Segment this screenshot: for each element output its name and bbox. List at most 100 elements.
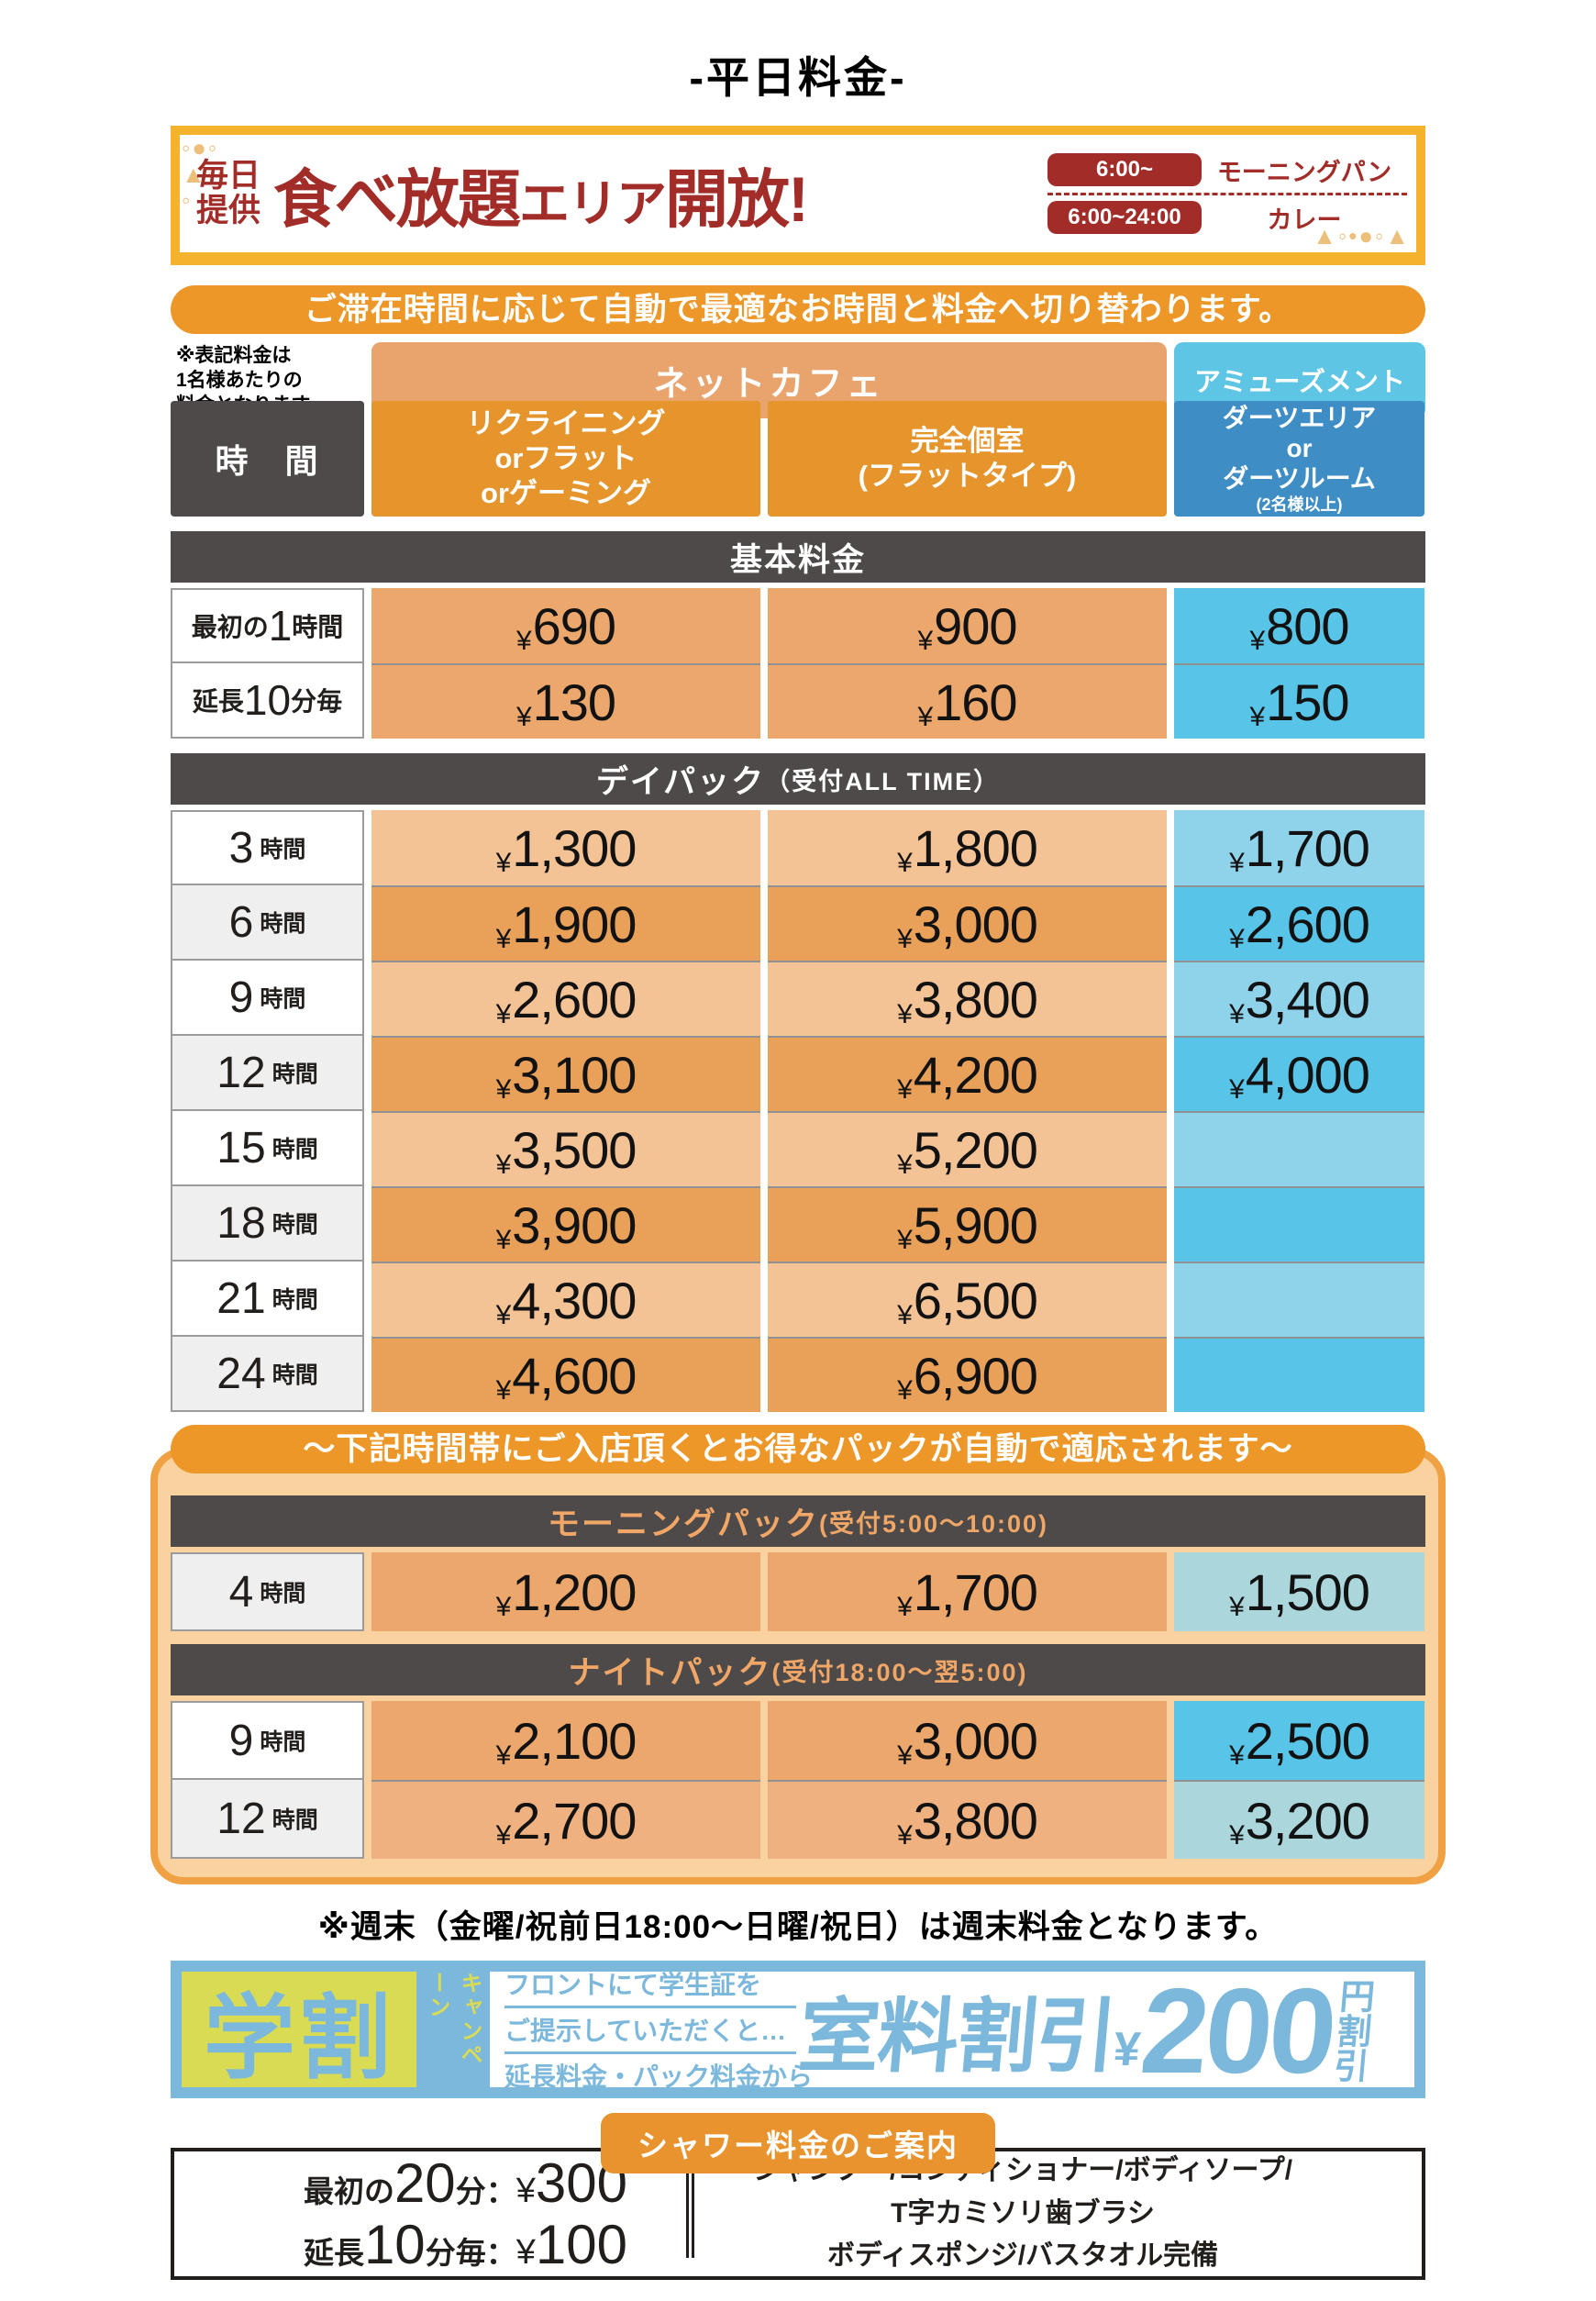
promo-banner: ◦●◦▲◦•◦ ▲◦•●◦▲ 毎日 提供 食べ放題エリア開放! 6:00~ モー… <box>171 126 1425 265</box>
table-row: 15 時間 ¥3,500 ¥5,200 <box>171 1111 1425 1186</box>
price-cell: ¥1,700 <box>768 1552 1167 1631</box>
price-cell: ¥6,500 <box>768 1262 1167 1337</box>
price-cell: ¥4,600 <box>371 1337 760 1412</box>
price-cell: ¥690 <box>371 588 760 663</box>
decorative-pattern-icon: ◦●◦▲◦•◦ <box>182 135 228 215</box>
price-cell: ¥1,300 <box>371 810 760 885</box>
table-column-header: 時 間 リクライニング orフラット orゲーミング 完全個室 (フラットタイプ… <box>171 401 1425 517</box>
price-cell: ¥2,700 <box>371 1780 760 1859</box>
table-row: 4 時間 ¥1,200 ¥1,700 ¥1,500 <box>171 1552 1425 1631</box>
row-label: 9 時間 <box>171 961 364 1036</box>
price-cell-empty <box>1174 1186 1424 1262</box>
row-label: 3 時間 <box>171 810 364 885</box>
section-bar-basic: 基本料金 <box>171 531 1425 583</box>
price-cell: ¥1,800 <box>768 810 1167 885</box>
price-cell-empty <box>1174 1111 1424 1186</box>
table-row: 18 時間 ¥3,900 ¥5,900 <box>171 1186 1425 1262</box>
price-cell: ¥3,000 <box>768 885 1167 961</box>
price-cell: ¥2,100 <box>371 1701 760 1780</box>
page-title: -平日料金- <box>689 53 907 102</box>
table-row: 3 時間 ¥1,300 ¥1,800 ¥1,700 <box>171 810 1425 885</box>
row-label: 延長 10 分毎 <box>171 663 364 739</box>
decorative-pattern-icon: ▲◦•●◦▲ <box>1313 222 1411 250</box>
price-cell: ¥3,800 <box>768 1780 1167 1859</box>
promo-schedule-row: 6:00~24:00 カレー <box>1047 195 1407 240</box>
price-cell: ¥2,600 <box>1174 885 1424 961</box>
row-label: 6 時間 <box>171 885 364 961</box>
price-cell: ¥3,000 <box>768 1701 1167 1780</box>
price-cell: ¥3,800 <box>768 961 1167 1036</box>
row-label: 18 時間 <box>171 1186 364 1262</box>
price-cell: ¥3,400 <box>1174 961 1424 1036</box>
column-header-darts: ダーツエリア or ダーツルーム (2名様以上) <box>1174 401 1424 517</box>
price-cell: ¥3,200 <box>1174 1780 1424 1859</box>
table-row: 9 時間 ¥2,600 ¥3,800 ¥3,400 <box>171 961 1425 1036</box>
discount-amount: 室料割引 ¥200 円割引 <box>794 1972 1375 2087</box>
auto-switch-notice: ご滞在時間に応じて自動で最適なお時間と料金へ切り替わります。 <box>171 285 1425 334</box>
price-cell: ¥1,700 <box>1174 810 1424 885</box>
price-cell: ¥1,500 <box>1174 1552 1424 1631</box>
table-row: 最初の 1 時間 ¥690 ¥900 ¥800 <box>171 588 1425 663</box>
shower-prices: 最初の20分：¥300 延長10分毎：¥100 <box>304 2152 627 2275</box>
table-row: 21 時間 ¥4,300 ¥6,500 <box>171 1262 1425 1337</box>
price-cell-empty <box>1174 1262 1424 1337</box>
price-cell: ¥800 <box>1174 588 1424 663</box>
table-row: 12 時間 ¥3,100 ¥4,200 ¥4,000 <box>171 1036 1425 1111</box>
table-row: 9 時間 ¥2,100 ¥3,000 ¥2,500 <box>171 1701 1425 1780</box>
promo-schedule-row: 6:00~ モーニングパン <box>1047 148 1407 193</box>
price-cell: ¥150 <box>1174 663 1424 739</box>
row-label: 12 時間 <box>171 1036 364 1111</box>
dashed-divider <box>1047 192 1407 195</box>
price-cell: ¥3,500 <box>371 1111 760 1186</box>
promo-schedule: 6:00~ モーニングパン 6:00~24:00 カレー <box>1047 148 1407 240</box>
row-label: 4 時間 <box>171 1552 364 1631</box>
row-label: 最初の 1 時間 <box>171 588 364 663</box>
table-row: 24 時間 ¥4,600 ¥6,900 <box>171 1337 1425 1412</box>
shower-price-line: 最初の20分：¥300 <box>303 2151 627 2214</box>
packs-auto-apply-notice: ～下記時間帯にご入店頂くとお得なパックが自動で適応されます～ <box>171 1425 1425 1473</box>
price-cell: ¥900 <box>768 588 1167 663</box>
row-label: 12 時間 <box>171 1780 364 1859</box>
student-discount-label: 学割 <box>204 1986 394 2090</box>
shower-info-badge: シャワー料金のご案内 <box>601 2113 995 2173</box>
price-cell: ¥130 <box>371 663 760 739</box>
student-discount-banner: 学割 キャンペーン フロントにて学生証を ご提示していただくと… 延長料金・パッ… <box>171 1961 1425 2098</box>
price-cell: ¥5,200 <box>768 1111 1167 1186</box>
price-cell: ¥4,000 <box>1174 1036 1424 1111</box>
table-row: 6 時間 ¥1,900 ¥3,000 ¥2,600 <box>171 885 1425 961</box>
section-bar-morning-pack: モーニングパック (受付5:00～10:00) <box>171 1495 1425 1547</box>
promo-food-label: モーニングパン <box>1216 158 1392 186</box>
price-sheet: -平日料金- ◦●◦▲◦•◦ ▲◦•●◦▲ 毎日 提供 食べ放題エリア開放! 6… <box>150 42 1446 2280</box>
special-packs-box: モーニングパック (受付5:00～10:00) 4 時間 ¥1,200 ¥1,700… <box>150 1448 1446 1884</box>
student-discount-conditions: フロントにて学生証を ご提示していただくと… 延長料金・パック料金から <box>504 1972 813 2087</box>
price-cell: ¥2,600 <box>371 961 760 1036</box>
promo-food-label: カレー <box>1267 206 1342 234</box>
row-label: 9 時間 <box>171 1701 364 1780</box>
price-cell: ¥4,300 <box>371 1262 760 1337</box>
price-cell: ¥5,900 <box>768 1186 1167 1262</box>
double-line-divider <box>685 2170 694 2258</box>
shower-price-line: 延長10分毎：¥100 <box>303 2214 627 2275</box>
promo-banner-inner: ◦●◦▲◦•◦ ▲◦•●◦▲ 毎日 提供 食べ放題エリア開放! 6:00~ モー… <box>180 135 1416 252</box>
price-cell-empty <box>1174 1337 1424 1412</box>
time-badge: 6:00~24:00 <box>1047 201 1202 234</box>
table-group-header: ※表記料金は 1名様あたりの 料金となります。 ネットカフェ アミューズメント <box>171 342 1425 418</box>
price-cell: ¥1,200 <box>371 1552 760 1631</box>
section-bar-night-pack: ナイトパック (受付18:00～翌5:00) <box>171 1644 1425 1695</box>
price-cell: ¥1,900 <box>371 885 760 961</box>
row-label: 15 時間 <box>171 1111 364 1186</box>
price-cell: ¥4,200 <box>768 1036 1167 1111</box>
table-row: 12 時間 ¥2,700 ¥3,800 ¥3,200 <box>171 1780 1425 1859</box>
price-cell: ¥3,100 <box>371 1036 760 1111</box>
section-bar-daypack: デイパック （受付ALL TIME） <box>171 753 1425 805</box>
promo-headline: 食べ放題エリア開放! <box>273 164 809 235</box>
student-discount-panel: フロントにて学生証を ご提示していただくと… 延長料金・パック料金から 室料割引… <box>490 1972 1414 2087</box>
table-row: 延長 10 分毎 ¥130 ¥160 ¥150 <box>171 663 1425 739</box>
price-cell: ¥3,900 <box>371 1186 760 1262</box>
price-cell: ¥2,500 <box>1174 1701 1424 1780</box>
campaign-vertical-label: キャンペーン <box>425 1972 482 2067</box>
price-cell: ¥160 <box>768 663 1167 739</box>
column-header-private-room: 完全個室 (フラットタイプ) <box>768 401 1167 517</box>
time-badge: 6:00~ <box>1047 153 1202 186</box>
row-label: 24 時間 <box>171 1337 364 1412</box>
